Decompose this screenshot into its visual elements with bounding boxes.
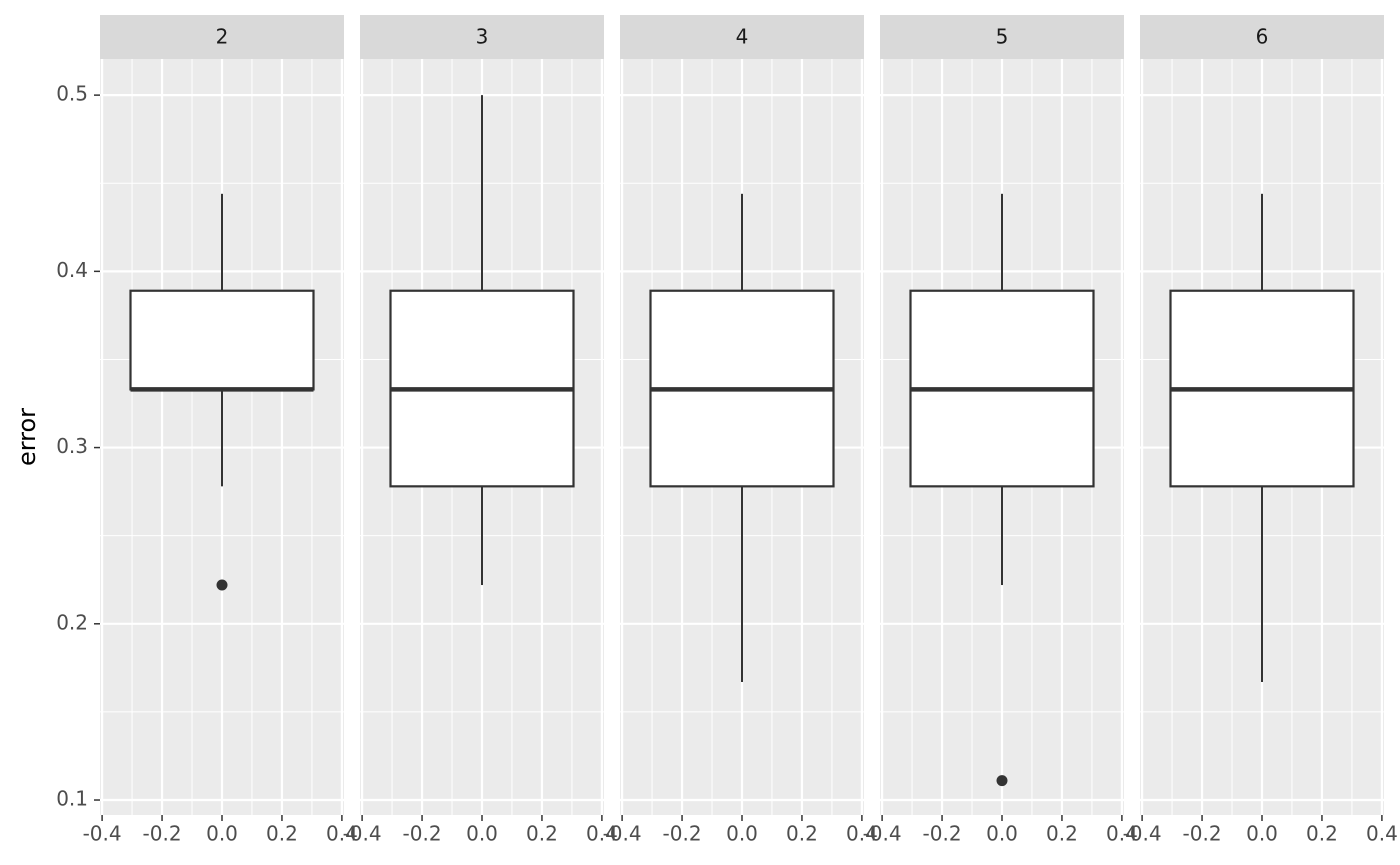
strip (1140, 15, 1384, 59)
y-tick-label: 0.1 (56, 787, 88, 811)
strip-label: 6 (1256, 25, 1269, 49)
y-tick-label: 0.3 (56, 434, 88, 458)
y-tick-label: 0.5 (56, 82, 88, 106)
x-tick-label: 0.4 (1366, 822, 1398, 846)
x-tick-label: -0.4 (863, 822, 902, 846)
x-tick-label: 0.4 (586, 822, 618, 846)
x-tick-label: -0.2 (1183, 822, 1222, 846)
y-tick-label: 0.2 (56, 610, 88, 634)
x-tick-label: 0.0 (726, 822, 758, 846)
strip-label: 5 (996, 25, 1009, 49)
x-tick-label: 0.0 (466, 822, 498, 846)
strip (100, 15, 344, 59)
strip-label: 4 (736, 25, 749, 49)
x-tick-label: 0.4 (326, 822, 358, 846)
x-tick-label: 0.2 (1046, 822, 1078, 846)
y-axis-label: error (13, 408, 41, 466)
box (129, 289, 315, 391)
x-tick-label: 0.4 (1106, 822, 1138, 846)
strip (880, 15, 1124, 59)
x-tick-label: 0.0 (986, 822, 1018, 846)
outlier (996, 775, 1008, 787)
outlier (216, 579, 228, 591)
x-tick-label: -0.2 (923, 822, 962, 846)
strip (360, 15, 604, 59)
x-tick-label: 0.2 (786, 822, 818, 846)
x-tick-label: 0.0 (1246, 822, 1278, 846)
x-tick-label: 0.2 (266, 822, 298, 846)
strip-label: 2 (216, 25, 229, 49)
y-tick-label: 0.4 (56, 258, 88, 282)
x-tick-label: -0.2 (403, 822, 442, 846)
x-tick-label: -0.2 (143, 822, 182, 846)
x-tick-label: -0.4 (1123, 822, 1162, 846)
strip (620, 15, 864, 59)
strip-label: 3 (476, 25, 489, 49)
x-tick-label: 0.2 (1306, 822, 1338, 846)
x-tick-label: 0.2 (526, 822, 558, 846)
x-tick-label: -0.4 (83, 822, 122, 846)
x-tick-label: -0.4 (343, 822, 382, 846)
x-tick-label: 0.0 (206, 822, 238, 846)
x-tick-label: -0.2 (663, 822, 702, 846)
x-tick-label: -0.4 (603, 822, 642, 846)
x-tick-label: 0.4 (846, 822, 878, 846)
